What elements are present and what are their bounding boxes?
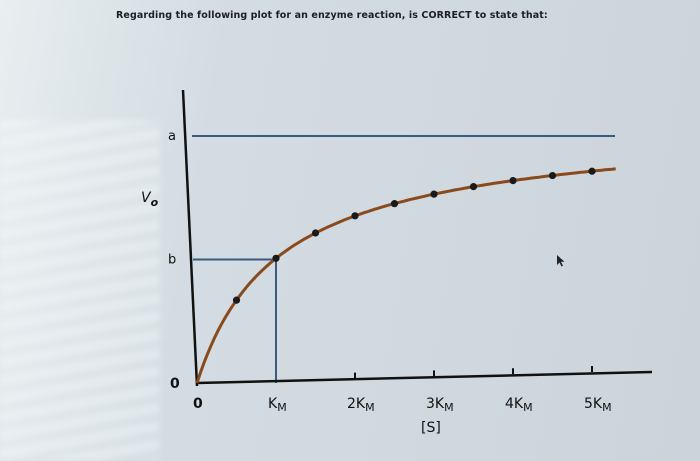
data-point <box>311 229 320 237</box>
data-point <box>390 200 399 208</box>
question-text: Regarding the following plot for an enzy… <box>116 10 548 21</box>
data-point <box>548 171 557 180</box>
x-tick-label: 2KM <box>347 396 375 414</box>
data-point <box>509 177 517 185</box>
x-axis-label: [S] <box>421 420 441 436</box>
y-tick-label-0: 0 <box>170 376 180 392</box>
x-tick-label: KM <box>268 396 287 414</box>
data-point <box>351 212 359 220</box>
x-tick-label: 4KM <box>505 396 533 414</box>
x-axis <box>196 370 653 385</box>
y-axis-label: Vo <box>141 190 159 209</box>
y-tick-label-b: b <box>168 253 176 268</box>
fitted-curve <box>195 167 616 384</box>
data-point <box>272 254 280 262</box>
mouse-cursor-icon <box>557 255 565 267</box>
x-tick-label: 3KM <box>426 396 454 414</box>
screen-glare <box>0 120 160 460</box>
data-point <box>232 296 241 304</box>
y-axis <box>181 89 199 387</box>
data-point <box>430 190 438 198</box>
x-tick-label: 5KM <box>584 396 612 414</box>
x-tick-label: 0 <box>193 396 203 412</box>
data-point <box>588 167 596 175</box>
y-tick-label-a: a <box>168 129 176 144</box>
data-point <box>469 183 478 191</box>
